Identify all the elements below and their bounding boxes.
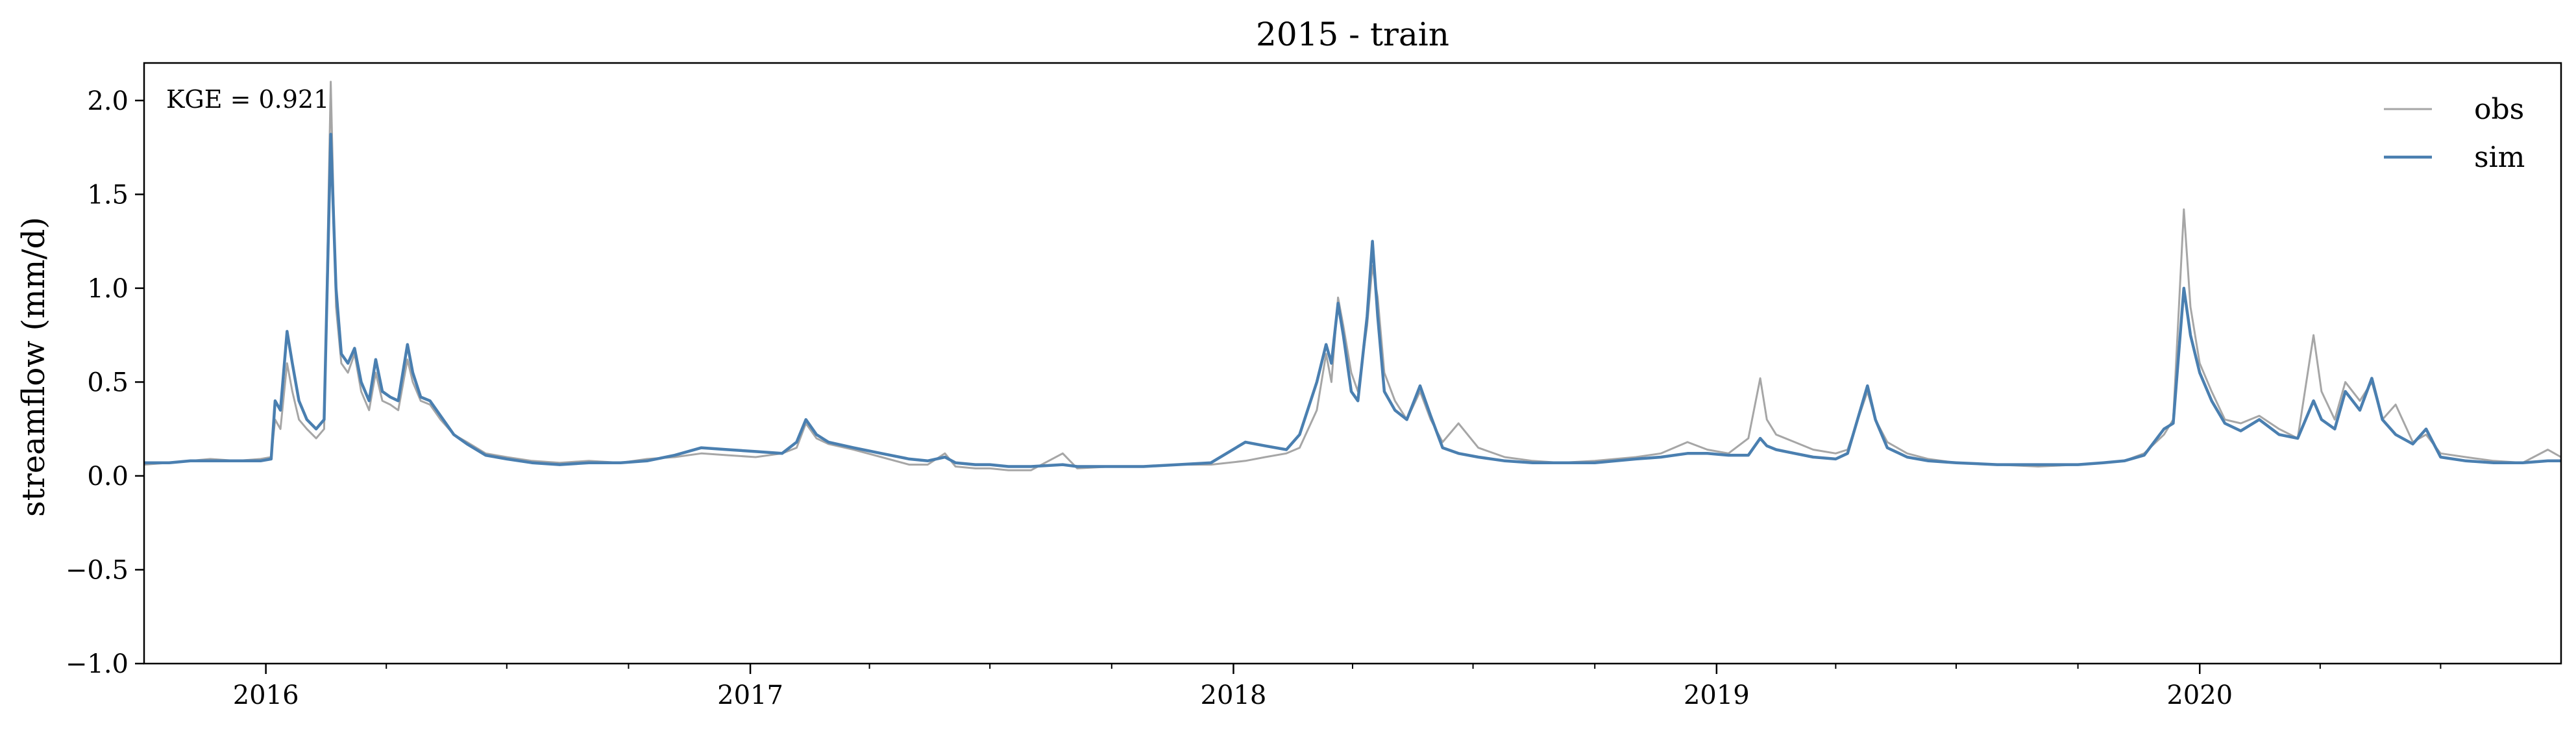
x-axis: 2016 2017 2018 2019 2020 <box>233 664 2442 710</box>
kge-annotation: KGE = 0.921 <box>166 85 329 114</box>
chart-title: 2015 - train <box>1256 16 1449 53</box>
series-layer <box>143 81 2562 471</box>
series-line-sim <box>144 132 2561 468</box>
y-tick-label: 1.5 <box>87 180 129 210</box>
series-line-obs <box>143 81 2562 471</box>
x-tick-label: 2020 <box>2166 680 2233 710</box>
y-tick-label: 2.0 <box>87 86 129 116</box>
plot-area: −1.0 −0.5 0.0 0.5 1.0 1.5 2.0 2016 2017 2018 2019… <box>66 62 2562 710</box>
legend-label-obs: obs <box>2474 93 2524 126</box>
x-tick-label: 2018 <box>1201 680 1267 710</box>
legend-label-sim: sim <box>2474 141 2525 174</box>
x-tick-label: 2017 <box>717 680 783 710</box>
y-axis-label: streamflow (mm/d) <box>16 217 52 517</box>
x-tick-label: 2019 <box>1684 680 1750 710</box>
x-tick-label: 2016 <box>233 680 299 710</box>
y-tick-label: 1.0 <box>87 274 129 304</box>
y-tick-label: 0.0 <box>87 462 129 492</box>
y-tick-label: −1.0 <box>66 649 129 679</box>
legend: obs sim <box>2384 93 2525 174</box>
y-axis: −1.0 −0.5 0.0 0.5 1.0 1.5 2.0 <box>66 86 144 679</box>
y-tick-label: −0.5 <box>66 555 129 585</box>
y-tick-label: 0.5 <box>87 368 129 397</box>
